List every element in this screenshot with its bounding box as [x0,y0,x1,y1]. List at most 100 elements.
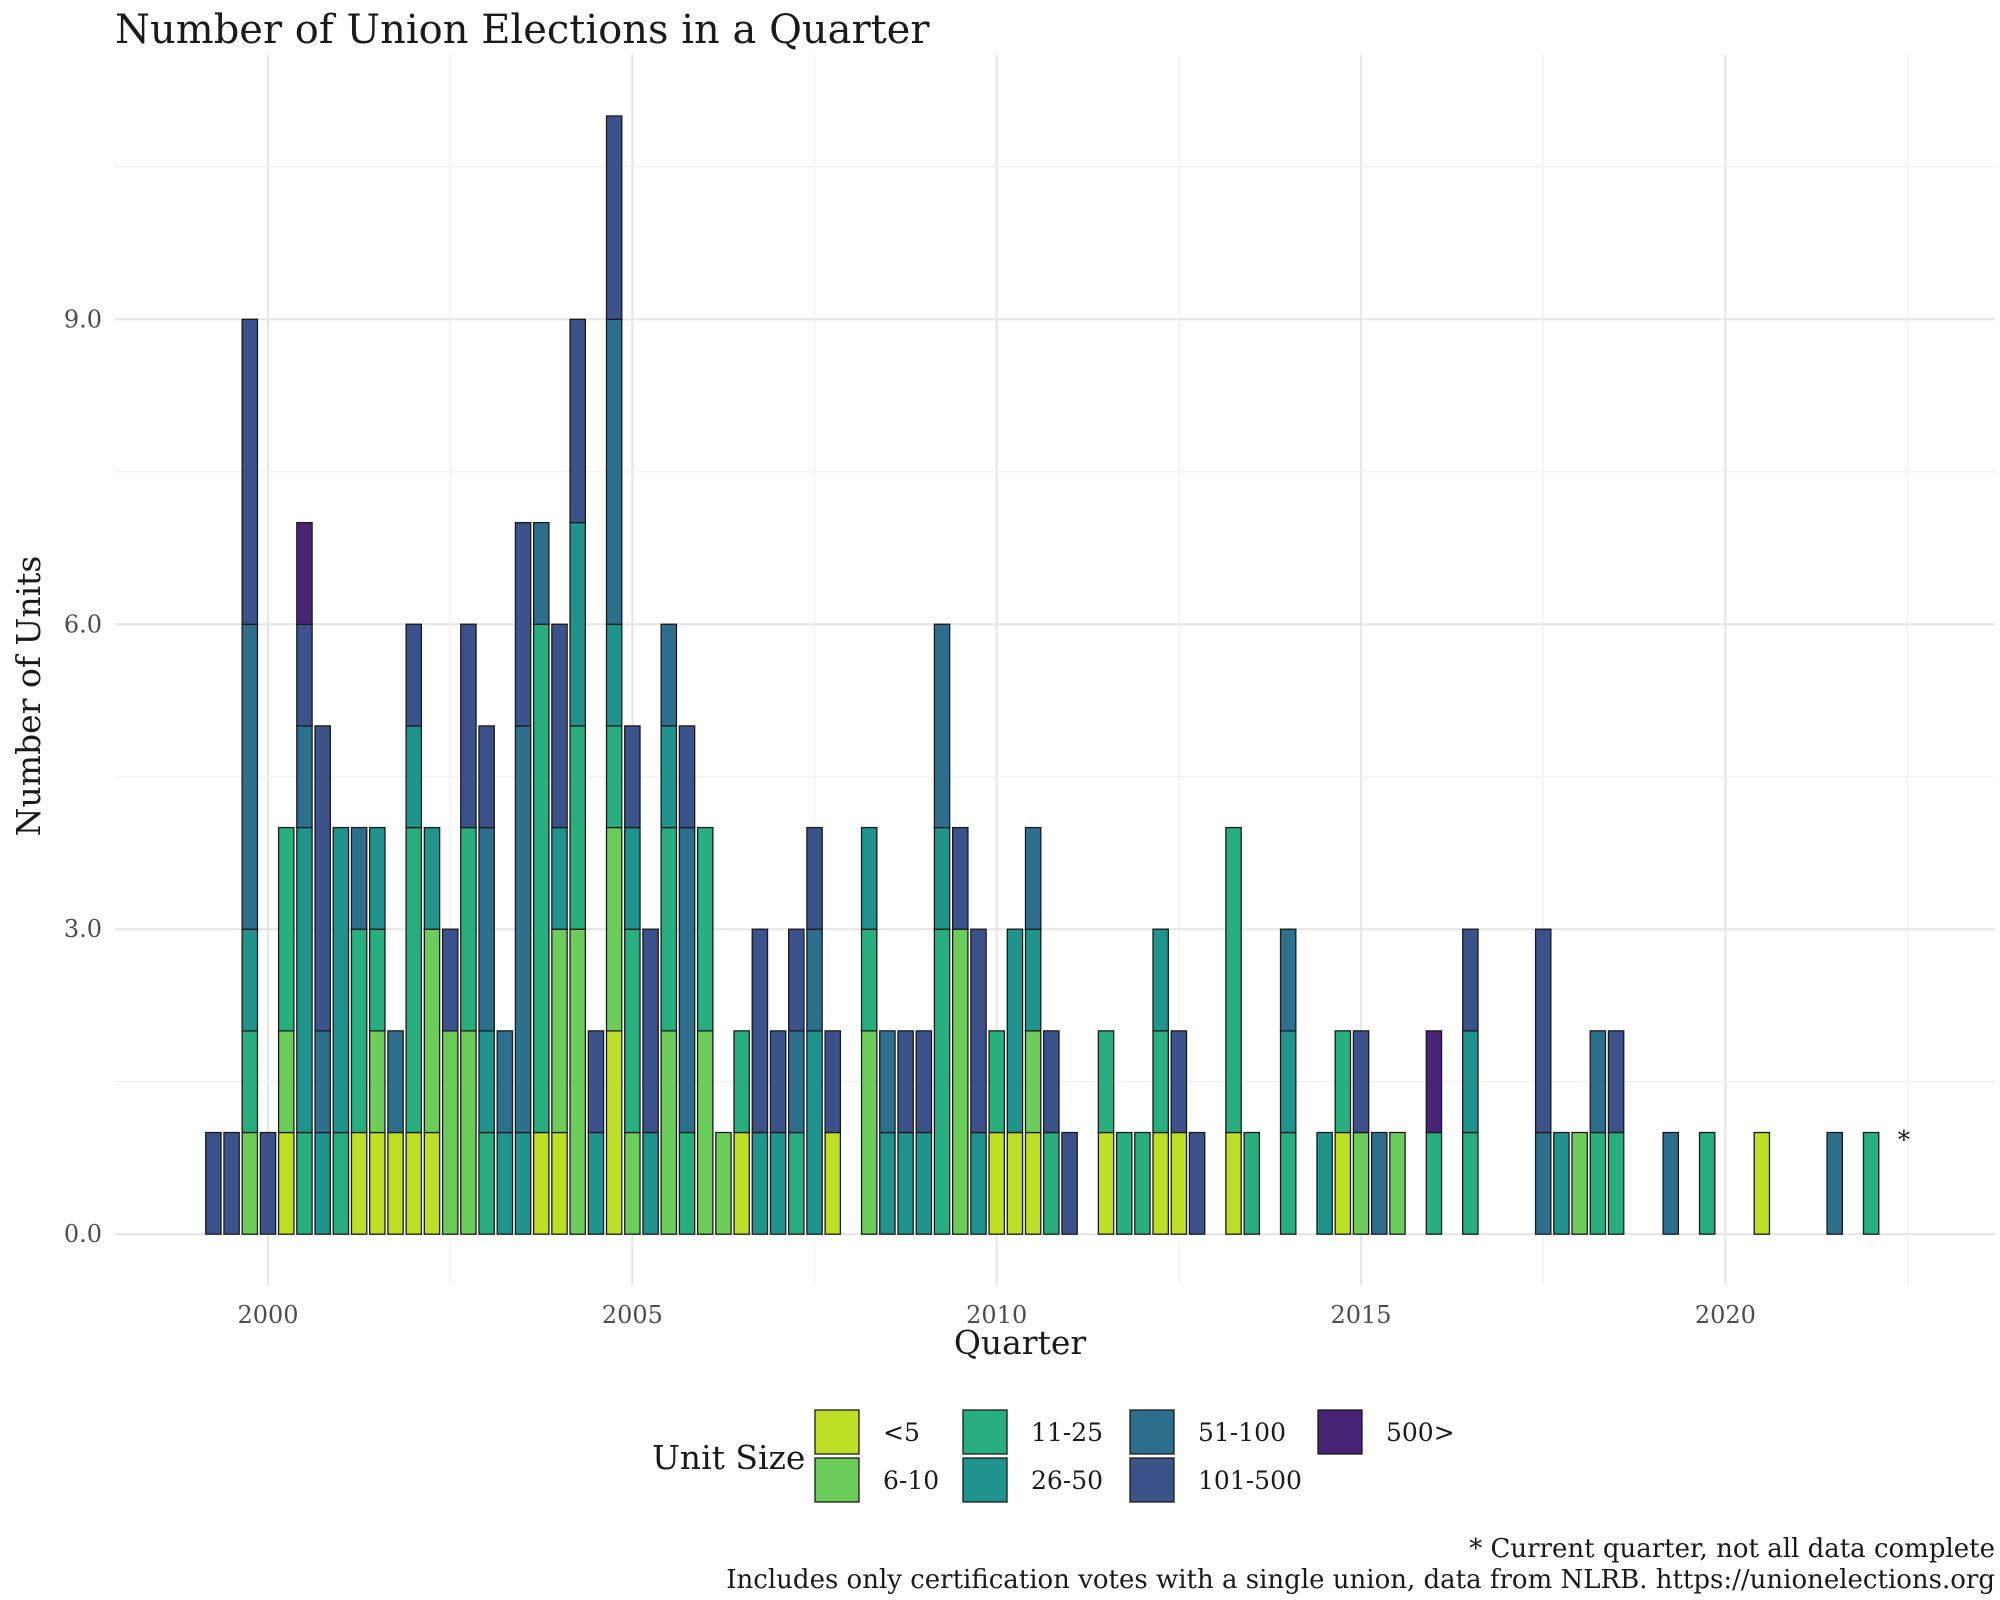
bar-segment-51-100 [478,826,495,1032]
bar-segment-11-25 [1134,1131,1151,1235]
bar-segment-11-25 [1225,826,1242,1134]
bar-segment-101-500 [1170,1030,1188,1134]
bar-segment-26-50 [587,1131,605,1235]
bar-segment-11-25 [405,826,423,1134]
bar-segment-51-100 [1662,1131,1680,1235]
bar-segment-101-500 [678,725,696,829]
legend-swatch [1317,1409,1363,1455]
y-tick-label: 3.0 [64,915,102,943]
bar-segment-11-25 [350,928,368,1134]
x-axis-title: Quarter [954,1323,1087,1362]
bar-segment-51-100 [314,1030,331,1134]
x-tick-label: 2020 [1695,1301,1756,1329]
bar-segment--5 [1006,1131,1024,1235]
bar-segment-26-50 [970,1131,987,1235]
bar-segment-26-50 [514,1131,532,1235]
bar-segment-101-500 [824,1030,842,1134]
bar-segment-6-10 [624,1131,641,1235]
bar-segment-101-500 [569,318,587,524]
bar-segment-51-100 [933,623,951,829]
legend-label: <5 [883,1418,920,1447]
bar-segment-101-500 [806,826,823,930]
bar-segment-101-500 [951,826,969,930]
bar-segment-51-100 [806,928,823,1032]
y-tick-label: 0.0 [64,1220,102,1248]
bar-segment-6-10 [441,1030,459,1235]
bar-segment-26-50 [569,521,587,727]
legend-swatch [962,1457,1008,1503]
bar-segment-101-500 [1188,1131,1206,1235]
bar-segment-6-10 [551,928,568,1134]
bar-segment-26-50 [1462,1030,1479,1134]
bar-segment-11-25 [1862,1131,1880,1235]
bar-segment-101-500 [1607,1030,1625,1134]
bar-segment-101-500 [223,1131,240,1235]
bar-segment-51-100 [1826,1131,1843,1235]
bar-segment-101-500 [478,725,495,829]
bar-segment-6-10 [277,1030,295,1134]
bar-segment-11-25 [788,1131,805,1235]
legend-swatch [1129,1457,1175,1503]
bar-segment-500- [296,521,313,625]
bar-segment-11-25 [1243,1131,1261,1235]
bar-segment-101-500 [314,725,331,1032]
bar-segment-11-25 [1043,1131,1060,1235]
legend-swatch [814,1457,860,1503]
bar-segment-101-500 [405,623,423,727]
bar-segment--5 [733,1131,750,1235]
bar-segment-26-50 [314,1131,331,1235]
bar-segment-11-25 [1425,1131,1443,1235]
bar-segment-101-500 [241,318,259,625]
bar-segment-6-10 [1571,1131,1588,1235]
bar-segment-11-25 [369,928,386,1032]
legend-title: Unit Size [652,1438,805,1477]
bar-segment-101-500 [642,928,659,1134]
bar-segment-26-50 [241,928,259,1032]
legend-swatch [962,1409,1008,1455]
legend-label: 500> [1386,1418,1455,1447]
legend-label: 51-100 [1198,1418,1286,1447]
bar-segment-6-10 [951,928,969,1235]
bar-segment-26-50 [1152,928,1169,1032]
bar-segment-51-100 [1534,1131,1552,1235]
bar-segment-6-10 [1352,1131,1370,1235]
bars [205,115,1880,1235]
bar-segment-6-10 [860,1030,878,1235]
bar-segment--5 [423,1131,441,1235]
bar-segment-11-25 [1115,1131,1133,1235]
bar-segment-26-50 [332,826,350,1134]
bar-segment-11-25 [1334,1030,1352,1134]
bar-segment--5 [551,1131,568,1235]
bar-segment-6-10 [241,1131,259,1235]
bar-segment-26-50 [1024,928,1042,1032]
bar-segment-51-100 [678,826,696,1134]
bar-segment-26-50 [478,1030,495,1134]
bar-segment-51-100 [1370,1131,1388,1235]
bar-segment-11-25 [277,826,295,1032]
bar-segment-51-100 [660,623,678,727]
bar-segment-11-25 [678,1131,696,1235]
bar-segment-6-10 [369,1030,386,1134]
bar-segment-51-100 [514,725,532,1134]
legend: <5 6-10 11-25 26-50 51-100 101-500 500> [814,1409,1455,1503]
bar-segment-51-100 [879,1030,896,1134]
bar-segment--5 [1170,1131,1188,1235]
bar-segment--5 [350,1131,368,1235]
bar-segment--5 [1334,1131,1352,1235]
bar-segment-26-50 [405,725,423,829]
bar-segment-6-10 [1024,1030,1042,1134]
y-tick-label: 9.0 [64,305,102,333]
bar-segment-500- [1425,1030,1443,1134]
bar-segment-11-25 [1279,1131,1297,1235]
bar-segment-26-50 [933,826,951,930]
bar-segment-101-500 [441,928,459,1032]
bar-segment-26-50 [860,826,878,930]
bar-segment-11-25 [241,1030,259,1134]
bar-segment-11-25 [1152,1030,1169,1134]
bar-segment-11-25 [478,1131,495,1235]
bar-segment-101-500 [624,725,641,829]
bar-segment-101-500 [605,115,623,320]
bar-segment-26-50 [423,826,441,930]
bar-segment-11-25 [733,1030,750,1134]
bar-segment--5 [605,1030,623,1235]
